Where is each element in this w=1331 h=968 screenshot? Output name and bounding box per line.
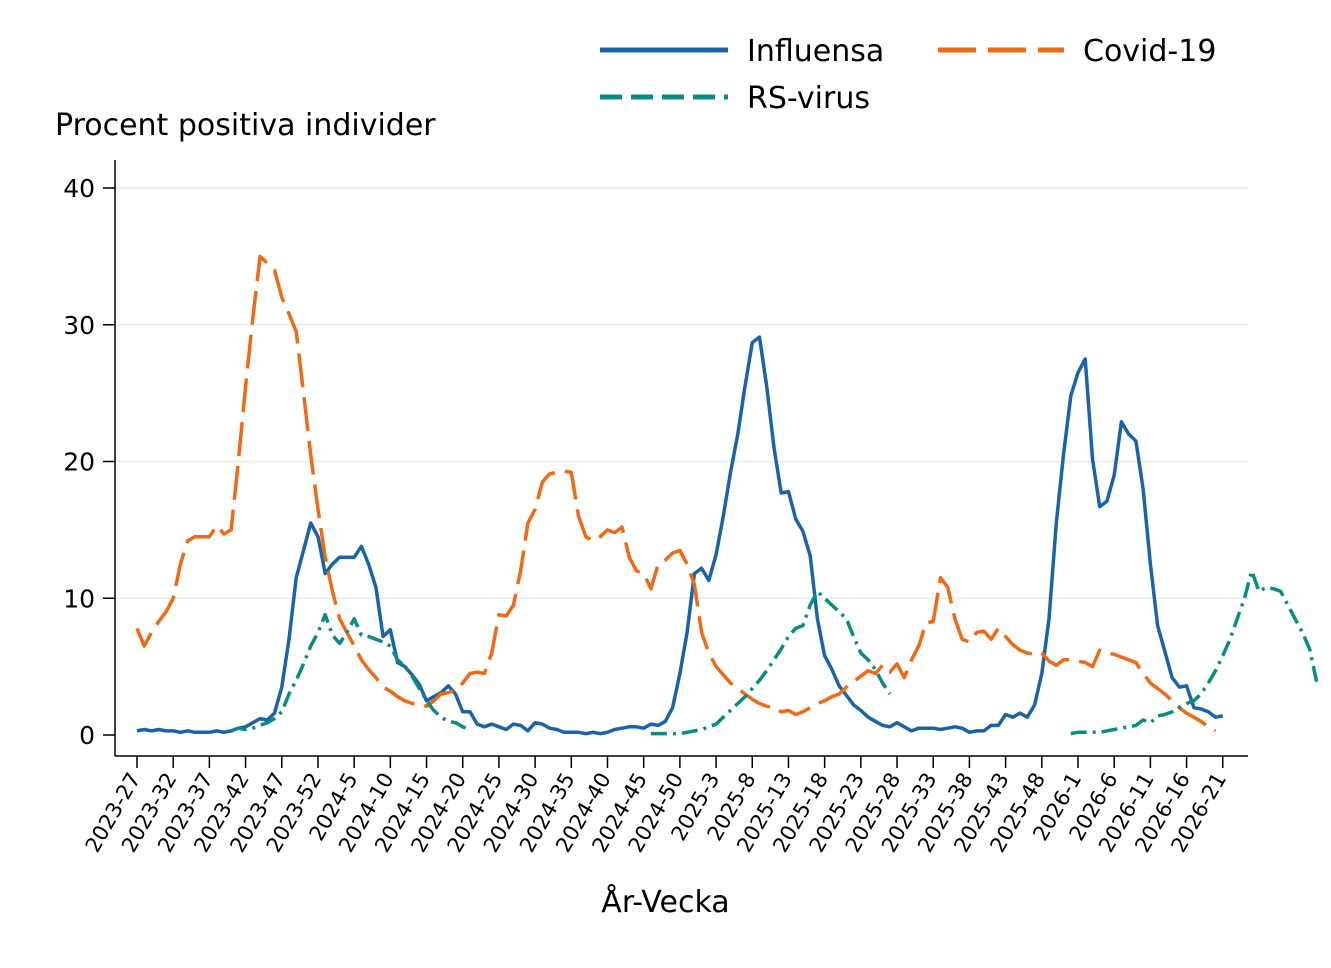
series-line-rs-virus xyxy=(230,569,1319,736)
gridlines xyxy=(115,187,1248,599)
x-axis-title: År-Vecka xyxy=(601,885,730,920)
legend-label-covid-19: Covid-19 xyxy=(1083,34,1216,69)
y-axis-title: Procent positiva individer xyxy=(55,108,436,143)
axes: 0102030402023-272023-322023-372023-42202… xyxy=(63,160,1248,856)
legend: Influensa Covid-19 RS-virus xyxy=(600,34,1216,116)
series-lines xyxy=(135,254,1319,736)
y-tick-label: 40 xyxy=(63,174,95,203)
series-line-influensa xyxy=(136,335,1224,736)
y-tick-label: 10 xyxy=(63,584,95,613)
series-line-covid-19 xyxy=(135,254,1217,733)
legend-label-influensa: Influensa xyxy=(747,34,884,69)
y-tick-label: 20 xyxy=(63,448,95,477)
legend-label-rs-virus: RS-virus xyxy=(747,81,870,116)
y-tick-label: 0 xyxy=(79,721,95,750)
y-tick-label: 30 xyxy=(63,311,95,340)
